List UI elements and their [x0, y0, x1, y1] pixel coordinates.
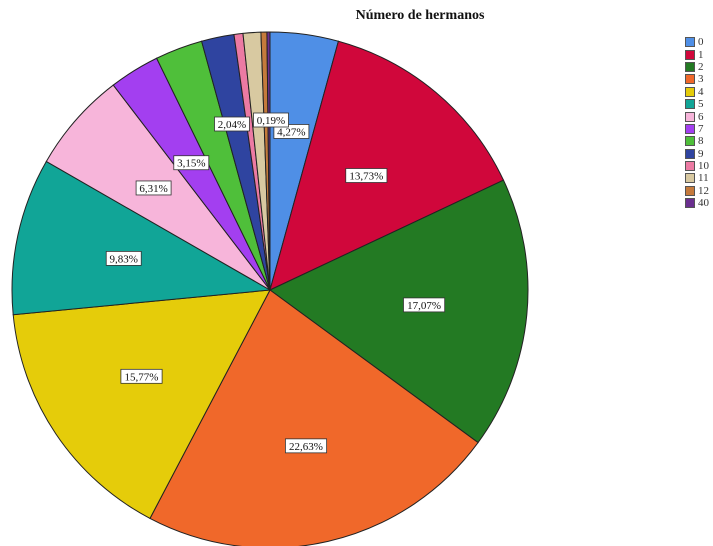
svg-text:4,27%: 4,27%	[277, 126, 305, 138]
legend-label: 0	[698, 36, 704, 49]
slice-label-2: 17,07%	[403, 297, 446, 313]
svg-text:0,19%: 0,19%	[257, 115, 285, 127]
pie-slice-4	[12, 289, 271, 520]
legend-label: 3	[698, 73, 704, 86]
legend-label: 6	[698, 110, 704, 123]
legend-label: 5	[698, 98, 704, 111]
legend-item-5: 5	[685, 98, 709, 110]
legend-swatch	[685, 136, 695, 147]
legend-swatch	[685, 198, 695, 209]
legend: 0 1 2 3 4 5 6 7 8 9 10 11 12 40	[685, 36, 709, 209]
slice-label-40: 0,19%	[253, 112, 289, 128]
legend-item-1: 1	[685, 48, 709, 61]
svg-text:13,73%: 13,73%	[349, 171, 383, 183]
legend-item-4: 4	[685, 86, 709, 98]
legend-label: 4	[698, 85, 704, 98]
legend-swatch	[685, 37, 695, 48]
legend-item-7: 7	[685, 123, 709, 135]
pie-slice-40	[266, 31, 271, 291]
svg-text:2,04%: 2,04%	[218, 119, 246, 131]
pie-slice-3	[149, 289, 479, 546]
legend-label: 1	[698, 48, 704, 61]
svg-text:17,07%: 17,07%	[407, 300, 441, 312]
pie-slice-5	[11, 160, 272, 316]
legend-label: 2	[698, 60, 704, 73]
legend-item-9: 9	[685, 148, 709, 160]
legend-label: 7	[698, 122, 704, 135]
legend-item-12: 12	[685, 185, 709, 197]
slice-label-3: 22,63%	[285, 438, 328, 454]
slice-label-5: 9,83%	[105, 251, 142, 266]
slice-label-4: 15,77%	[120, 368, 163, 384]
legend-swatch	[685, 61, 695, 72]
slice-label-6: 6,31%	[135, 180, 172, 196]
svg-text:6,31%: 6,31%	[139, 183, 167, 195]
legend-swatch	[685, 49, 695, 60]
legend-item-2: 2	[685, 61, 709, 73]
legend-swatch	[685, 185, 695, 196]
chart-title: Número de hermanos	[355, 8, 485, 23]
legend-item-6: 6	[685, 110, 709, 123]
slice-label-9: 2,04%	[214, 116, 250, 132]
legend-label: 12	[698, 184, 709, 197]
legend-label: 8	[698, 135, 704, 148]
legend-label: 11	[698, 172, 709, 185]
legend-swatch	[685, 123, 695, 134]
legend-label: 10	[698, 160, 709, 173]
legend-item-3: 3	[685, 73, 709, 85]
legend-label: 9	[698, 147, 704, 160]
pie-slice-1	[269, 40, 505, 291]
legend-item-40: 40	[685, 197, 709, 209]
slice-label-0: 4,27%	[273, 124, 310, 139]
legend-swatch	[685, 111, 695, 122]
legend-item-10: 10	[685, 160, 709, 172]
svg-text:3,15%: 3,15%	[177, 158, 205, 170]
slice-label-7: 3,15%	[173, 155, 210, 171]
legend-swatch	[685, 148, 695, 159]
svg-text:22,63%: 22,63%	[289, 441, 323, 453]
legend-swatch	[685, 99, 695, 110]
svg-text:15,77%: 15,77%	[125, 371, 159, 383]
svg-text:9,83%: 9,83%	[110, 253, 138, 265]
legend-swatch	[685, 161, 695, 172]
legend-item-11: 11	[685, 172, 709, 184]
legend-swatch	[685, 86, 695, 97]
legend-item-0: 0	[685, 36, 709, 48]
legend-label: 40	[698, 197, 709, 210]
slice-label-1: 13,73%	[345, 168, 388, 183]
legend-item-8: 8	[685, 135, 709, 147]
pie-slice-2	[269, 179, 529, 444]
legend-swatch	[685, 74, 695, 85]
legend-swatch	[685, 173, 695, 184]
